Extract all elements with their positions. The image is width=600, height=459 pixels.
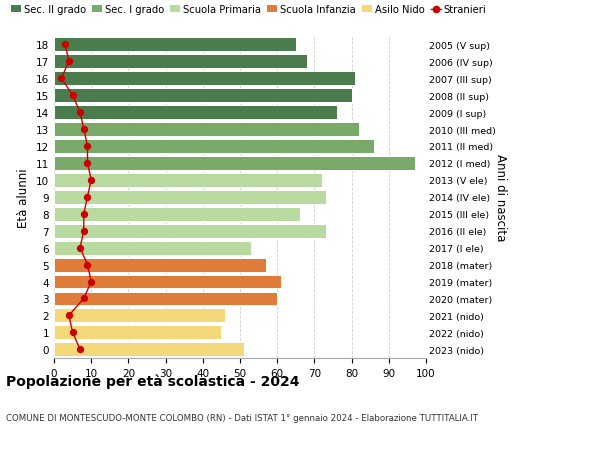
Point [75,346,85,353]
Point [83,261,92,269]
Point [86,278,96,285]
Legend: Sec. II grado, Sec. I grado, Scuola Primaria, Scuola Infanzia, Asilo Nido, Stran: Sec. II grado, Sec. I grado, Scuola Prim… [11,5,487,15]
Bar [54,72,355,86]
Bar [54,275,281,289]
Bar [54,292,277,306]
Bar [54,89,352,103]
Point [75,109,85,117]
Text: Popolazione per età scolastica - 2024: Popolazione per età scolastica - 2024 [6,374,299,389]
Bar [54,55,307,69]
Bar [54,157,415,170]
Point [83,160,92,167]
Point [68,92,77,100]
Point [56,75,66,83]
Y-axis label: Anni di nascita: Anni di nascita [494,154,507,241]
Point [79,228,89,235]
Text: COMUNE DI MONTESCUDO-MONTE COLOMBO (RN) - Dati ISTAT 1° gennaio 2024 - Elaborazi: COMUNE DI MONTESCUDO-MONTE COLOMBO (RN) … [6,413,478,422]
Point [83,143,92,150]
Bar [54,326,221,340]
Bar [54,106,337,120]
Y-axis label: Età alunni: Età alunni [17,168,31,227]
Point [79,295,89,302]
Point [64,58,74,66]
Point [75,245,85,252]
Bar [54,190,326,204]
Bar [54,224,326,238]
Point [79,126,89,134]
Point [64,312,74,319]
Bar [54,258,266,272]
Point [61,41,70,49]
Bar [54,174,322,187]
Point [86,177,96,184]
Bar [54,342,244,357]
Point [83,194,92,201]
Bar [54,241,251,255]
Bar [54,123,359,137]
Bar [54,140,374,154]
Bar [54,207,299,221]
Bar [54,309,225,323]
Point [68,329,77,336]
Point [79,211,89,218]
Bar [54,38,296,52]
